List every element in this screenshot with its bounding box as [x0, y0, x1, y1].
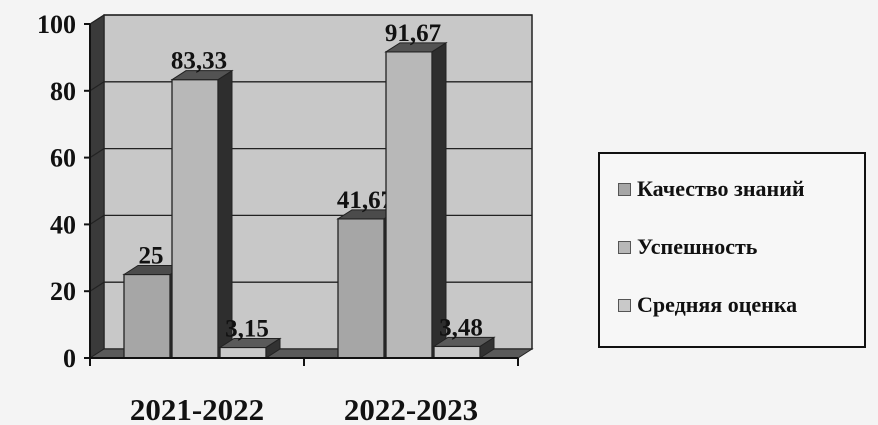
bar-1-1	[123, 273, 171, 359]
legend-label-success: Успешность	[637, 234, 758, 259]
chart-area: 0 20 40 60 80 100 25 83,33 3,15 2021-2022 41,67 91,…	[37, 10, 534, 425]
data-label-1-1: 25	[139, 243, 164, 270]
legend-item-quality: Качество знаний	[618, 174, 864, 204]
x-category-label: 2022-2023	[344, 392, 478, 425]
y-tick-label: 40	[50, 210, 76, 239]
bar-top-3-1	[218, 337, 282, 348]
bar-top-3-2	[432, 336, 496, 347]
bar-1-2	[337, 218, 385, 359]
y-tick-label: 80	[50, 77, 76, 106]
chart-legend: Качество знаний Успешность Средняя оценк…	[598, 152, 866, 348]
legend-swatch-average	[618, 298, 631, 312]
legend-swatch-success	[618, 240, 631, 254]
bar-chart: 0 20 40 60 80 100 25 83,33 3,15 2021-2022 41,67 91,…	[37, 10, 534, 425]
y-tick-label: 0	[63, 344, 76, 373]
legend-swatch-quality	[618, 182, 631, 196]
legend-label-average: Средняя оценка	[637, 292, 798, 317]
bar-side-2-2	[431, 41, 447, 359]
bar-2-2	[385, 51, 433, 359]
gridline-side	[89, 14, 105, 25]
legend-item-average: Средняя оценка	[618, 290, 864, 320]
bar-top-2-2	[384, 42, 448, 53]
y-tick-label: 20	[50, 277, 76, 306]
gridline-side	[89, 281, 105, 292]
y-tick-label: 100	[37, 10, 76, 39]
bar-3-1	[219, 346, 267, 359]
data-label-1-2: 41,67	[337, 187, 393, 214]
bar-3-2	[433, 345, 481, 359]
x-category-label: 2021-2022	[130, 392, 264, 425]
data-label-2-1: 83,33	[171, 48, 227, 75]
data-label-2-2: 91,67	[385, 20, 441, 47]
data-label-3-2: 3,48	[439, 314, 483, 341]
bar-2-1	[171, 79, 219, 359]
gridline-side	[89, 81, 105, 92]
gridline-side	[89, 214, 105, 225]
data-label-3-1: 3,15	[225, 315, 269, 342]
legend-item-success: Успешность	[618, 232, 864, 262]
gridline-side	[89, 148, 105, 159]
y-tick-label: 60	[50, 144, 76, 173]
side-wall	[89, 14, 105, 359]
legend-label-quality: Качество знаний	[637, 176, 805, 201]
bar-top-2-1	[170, 70, 234, 81]
